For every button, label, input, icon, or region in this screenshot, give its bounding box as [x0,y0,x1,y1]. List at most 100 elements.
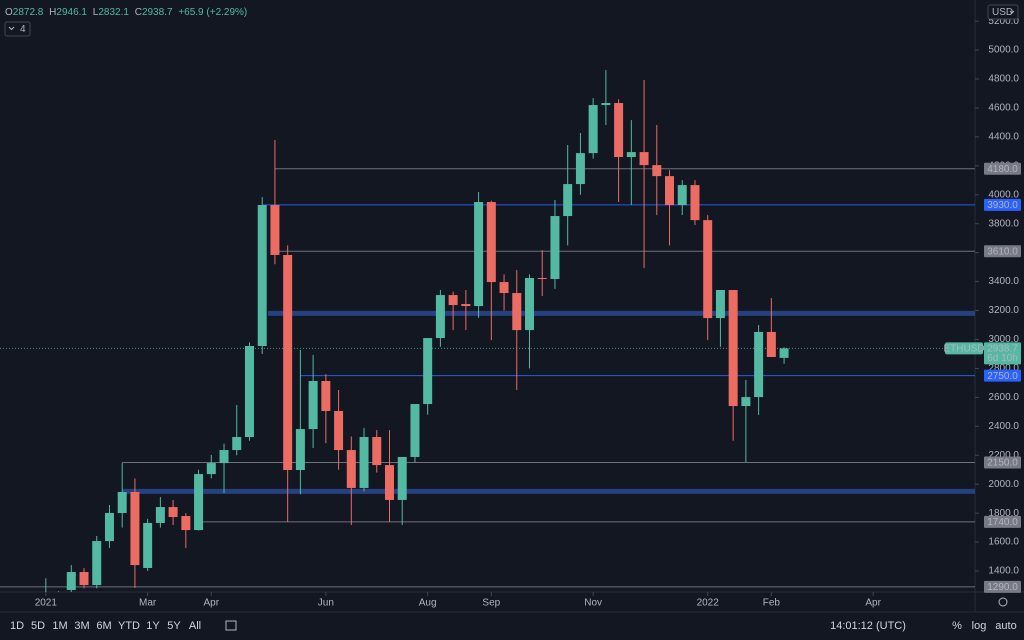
x-tick-label: Jun [318,598,334,609]
log-button[interactable]: log [972,620,987,632]
candle-body [219,450,229,464]
candle-body [410,404,420,457]
candle-body [741,397,751,407]
level-label: 3610.0 [987,246,1018,257]
candle-body [232,437,242,451]
candle-body [308,381,318,430]
candle-body [601,103,611,106]
candle-body [639,152,649,166]
candle-body [525,277,535,331]
currency-button[interactable] [987,4,1019,20]
candle-body [588,105,598,154]
level-label-box [984,456,1021,469]
y-tick-label: 2200.0 [988,450,1019,461]
candle-body [563,184,573,217]
indicator-toggle[interactable] [4,21,31,37]
candle-body [448,295,458,306]
percent-button[interactable]: % [952,620,962,632]
level-label: 2150.0 [987,458,1018,469]
candle-body [206,463,216,475]
candle-body [397,456,407,500]
y-tick-label: 2000.0 [988,479,1019,490]
value: 2872.8 [13,7,44,18]
range-button[interactable]: 3M [74,620,89,632]
level-label-box [984,198,1021,211]
candle-body [715,289,725,319]
y-tick-label: 2800.0 [988,363,1019,374]
candle-body [665,176,675,206]
level-label: 4180.0 [987,164,1018,175]
range-button[interactable]: 1M [52,620,67,632]
level-label: 3930.0 [987,200,1018,211]
x-tick-label: Nov [584,598,602,609]
candle-body [346,450,356,488]
candle-body [92,541,102,586]
range-button[interactable]: 1Y [146,620,160,632]
label: H [49,7,56,18]
candle-body [334,410,344,451]
candle-body [423,338,433,405]
candle-body [575,153,585,185]
candle-body [537,277,547,279]
date-range-icon[interactable] [225,620,237,631]
x-tick-label: Aug [419,598,437,609]
range-button[interactable]: 1D [10,620,24,632]
level-label-box [984,369,1021,382]
candle-body [372,437,382,466]
level-label: 2750.0 [987,371,1018,382]
candle-body [244,345,254,438]
candle-body [486,202,496,283]
range-button[interactable]: 6M [96,620,111,632]
range-button[interactable]: 5Y [167,620,181,632]
y-tick-label: 3400.0 [988,276,1019,287]
candle-body [550,216,560,279]
countdown: 6d 10h [987,353,1018,364]
candle-body [626,152,636,158]
candle-body [283,254,293,471]
candle-body [461,304,471,307]
level-label-box [984,162,1021,175]
auto-button[interactable]: auto [995,620,1016,632]
symbol-label: ETHUSD [943,343,984,354]
chevron [8,26,15,31]
x-tick-label: Mar [139,598,157,609]
y-tick-label: 5000.0 [988,45,1019,56]
change: +65.9 (+2.29%) [178,7,247,18]
settings-icon[interactable] [998,597,1008,607]
level-label: 1290.0 [987,582,1018,593]
y-tick-label: 2600.0 [988,392,1019,403]
candle-body [690,185,700,221]
clock: 14:01:12 (UTC) [830,620,906,632]
y-tick-label: 4400.0 [988,132,1019,143]
candle-body [703,220,713,319]
candle-body [677,185,687,206]
range-button[interactable]: YTD [118,620,140,632]
candle-body [652,165,662,177]
y-tick-label: 1800.0 [988,508,1019,519]
candle-body [155,507,165,523]
x-tick-label: Apr [204,598,220,609]
x-tick-label: Sep [482,598,500,609]
candle-body [779,348,789,358]
price-box [984,342,1021,365]
value: 2946.1 [56,7,87,18]
range-button[interactable]: All [189,620,201,632]
candle-body [614,103,624,158]
candle-body [321,381,331,411]
label: C [135,7,142,18]
grid [0,168,975,588]
ohlc-header: O2872.8 H2946.1 L2832.1 C2938.7 +65.9 (+… [5,7,247,18]
level-label-box [984,580,1021,593]
y-tick-label: 4600.0 [988,103,1019,114]
candle-body [512,293,522,331]
label: O [5,7,13,18]
candle-body [104,512,114,542]
candle-body [474,202,484,307]
range-button[interactable]: 5D [31,620,45,632]
y-tick-label: 3800.0 [988,218,1019,229]
indicator-count: 4 [20,24,26,35]
candle-body [435,295,445,339]
candle-body [143,522,153,568]
